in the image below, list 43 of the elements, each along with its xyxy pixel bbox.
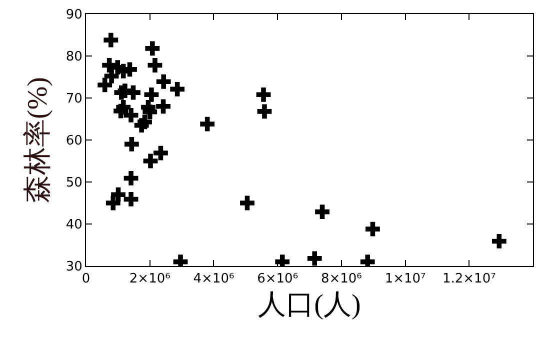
y-tick-label: 50 [66, 176, 82, 191]
point [124, 137, 139, 152]
y-tick-label: 70 [66, 92, 82, 107]
point [124, 192, 138, 206]
point [200, 116, 215, 132]
x-tick-label: 1.2×10⁷ [442, 272, 496, 287]
point [315, 204, 330, 220]
y-tick-label: 80 [66, 50, 82, 65]
y-tick-label: 40 [66, 218, 82, 233]
y-axis-title: 森林率(%) [22, 77, 54, 203]
point [240, 196, 254, 210]
x-tick-label: 6×10⁶ [257, 272, 298, 287]
point [366, 222, 380, 236]
point [114, 104, 128, 118]
point [124, 171, 138, 186]
point [170, 82, 185, 96]
x-tick-label: 4×10⁶ [193, 272, 234, 287]
point [106, 196, 120, 210]
point [143, 154, 158, 168]
point [124, 108, 138, 122]
point [307, 251, 322, 266]
x-tick-label: 0 [82, 272, 90, 287]
point [156, 74, 171, 89]
y-tick-label: 60 [66, 134, 82, 149]
point [154, 146, 168, 160]
point [156, 99, 170, 114]
y-tick-label: 90 [66, 8, 82, 23]
x-axis-title: 人口(人) [258, 290, 361, 321]
y-tick-label: 30 [66, 260, 82, 275]
point [134, 118, 149, 132]
point [257, 104, 272, 119]
point [98, 78, 112, 92]
x-tick-label: 2×10⁶ [129, 272, 170, 287]
point [145, 41, 160, 56]
point [104, 32, 118, 48]
x-tick-label: 1×10⁷ [384, 272, 426, 287]
point [148, 58, 162, 72]
point [144, 87, 159, 102]
x-tick-label: 8×10⁶ [320, 272, 362, 287]
point [104, 68, 119, 84]
point [492, 234, 506, 248]
point [142, 104, 158, 120]
point [256, 87, 271, 102]
